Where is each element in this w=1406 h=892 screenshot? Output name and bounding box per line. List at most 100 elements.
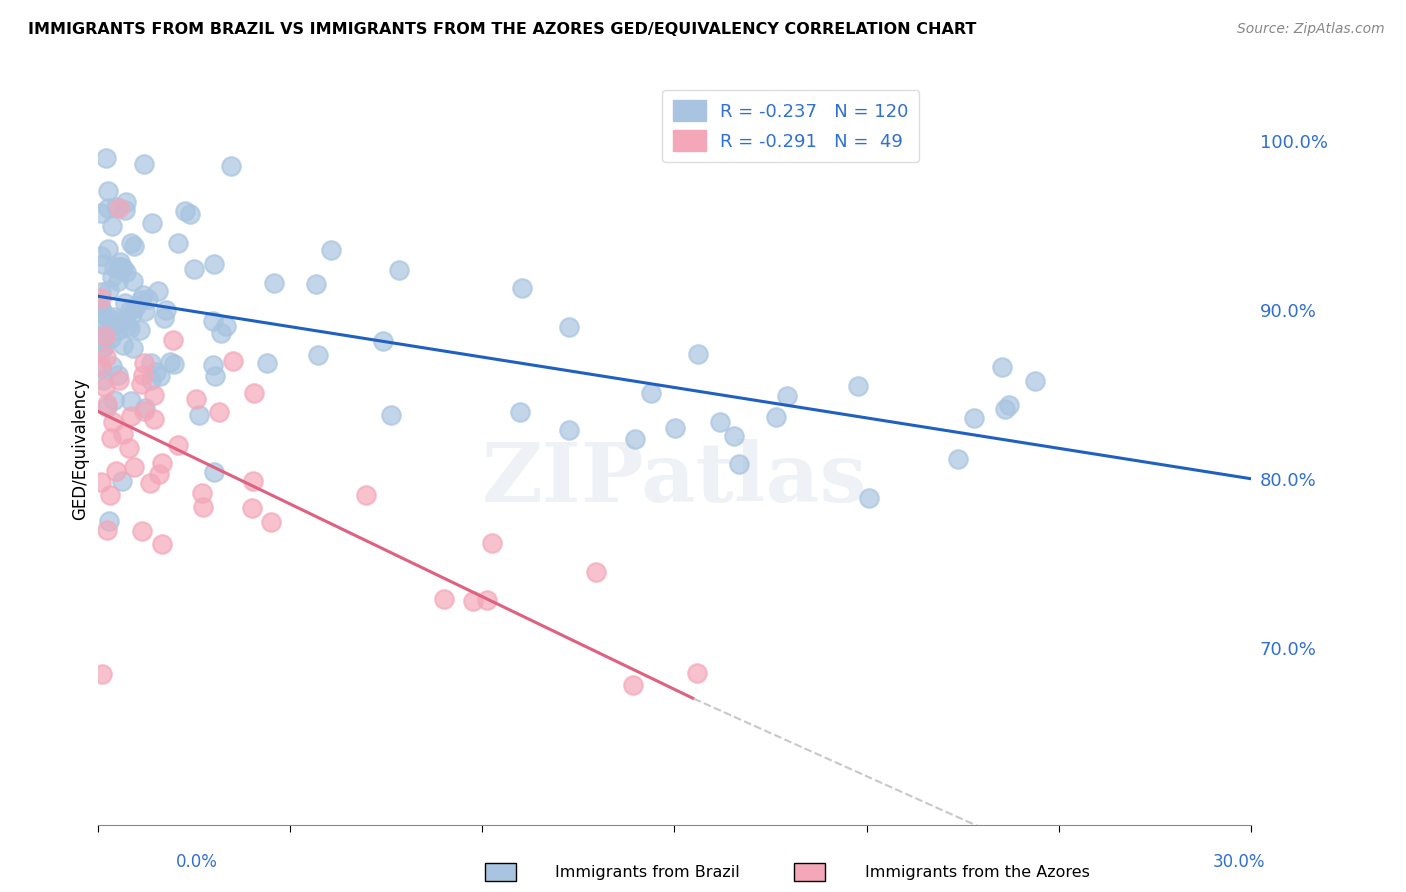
Point xyxy=(115,265,138,279)
Point xyxy=(91,373,114,387)
Point xyxy=(90,249,112,263)
Point xyxy=(124,460,146,475)
Point xyxy=(90,301,112,316)
Point xyxy=(371,334,394,348)
Point xyxy=(688,346,710,360)
Point xyxy=(166,438,188,452)
Point xyxy=(114,202,136,217)
Point xyxy=(134,356,156,370)
Point xyxy=(963,410,986,425)
Point xyxy=(166,236,188,251)
Point xyxy=(558,320,581,334)
Point xyxy=(100,331,122,345)
Point xyxy=(664,420,686,434)
Point xyxy=(159,355,181,369)
Point xyxy=(93,339,115,353)
Point xyxy=(142,411,165,425)
Point xyxy=(305,277,328,291)
Point xyxy=(991,360,1014,375)
Point xyxy=(110,260,132,274)
Point xyxy=(131,524,153,538)
Point xyxy=(90,285,112,299)
Point xyxy=(558,423,581,437)
Point xyxy=(121,307,143,321)
Point xyxy=(98,284,121,298)
Point xyxy=(728,458,751,472)
Point xyxy=(111,338,134,352)
Point xyxy=(221,159,243,173)
Point xyxy=(118,321,141,335)
Point xyxy=(259,515,281,529)
Point xyxy=(129,376,152,391)
Point xyxy=(998,398,1021,412)
Point xyxy=(242,474,264,488)
Point xyxy=(107,274,129,288)
Point xyxy=(107,368,129,382)
Point xyxy=(91,304,114,318)
Point xyxy=(201,314,224,328)
Point xyxy=(96,397,118,411)
Point xyxy=(354,488,377,502)
Point xyxy=(91,334,114,348)
Point xyxy=(93,326,115,340)
Point xyxy=(624,432,647,446)
Point xyxy=(202,466,225,480)
Point xyxy=(90,343,112,357)
Point xyxy=(103,415,125,429)
Point xyxy=(114,314,136,328)
Text: Source: ZipAtlas.com: Source: ZipAtlas.com xyxy=(1237,22,1385,37)
Point xyxy=(111,426,134,441)
Point xyxy=(187,408,209,422)
Point xyxy=(994,402,1017,417)
Point xyxy=(848,379,870,393)
Point xyxy=(380,408,402,422)
Point xyxy=(132,368,155,383)
Point xyxy=(129,293,152,307)
Point xyxy=(97,202,120,216)
Point xyxy=(96,400,118,414)
Point xyxy=(723,429,745,443)
Point xyxy=(139,356,162,370)
Point xyxy=(90,475,112,489)
Point xyxy=(143,388,166,402)
Point xyxy=(765,409,787,424)
Point xyxy=(96,523,118,537)
Point xyxy=(131,288,153,302)
Point xyxy=(139,374,162,388)
Point xyxy=(152,311,174,326)
Point xyxy=(858,491,880,506)
Point xyxy=(946,451,969,466)
Text: Immigrants from the Azores: Immigrants from the Azores xyxy=(865,865,1090,880)
Point xyxy=(162,357,184,371)
Point xyxy=(90,301,112,315)
Y-axis label: GED/Equivalency: GED/Equivalency xyxy=(72,378,89,520)
Point xyxy=(686,666,709,681)
Point xyxy=(107,373,129,387)
Point xyxy=(108,201,131,215)
Point xyxy=(98,514,121,528)
Text: ZIPatlas: ZIPatlas xyxy=(482,440,868,519)
Point xyxy=(120,302,142,317)
Point xyxy=(173,203,195,218)
Point xyxy=(461,593,484,607)
Point xyxy=(122,274,145,288)
Point xyxy=(621,678,644,692)
Point xyxy=(115,194,138,209)
Point xyxy=(388,262,411,277)
Point xyxy=(179,207,201,221)
Point xyxy=(103,318,125,332)
Point xyxy=(204,368,226,383)
Point xyxy=(240,500,263,515)
Point xyxy=(585,565,607,579)
Point xyxy=(90,330,112,344)
Point xyxy=(90,291,112,305)
Point xyxy=(183,262,205,277)
Point xyxy=(208,405,231,419)
Text: 30.0%: 30.0% xyxy=(1213,853,1265,871)
Point xyxy=(475,592,498,607)
Point xyxy=(97,311,120,326)
Point xyxy=(91,667,114,681)
Point xyxy=(122,341,145,355)
Point xyxy=(148,467,170,481)
Point xyxy=(91,257,114,271)
